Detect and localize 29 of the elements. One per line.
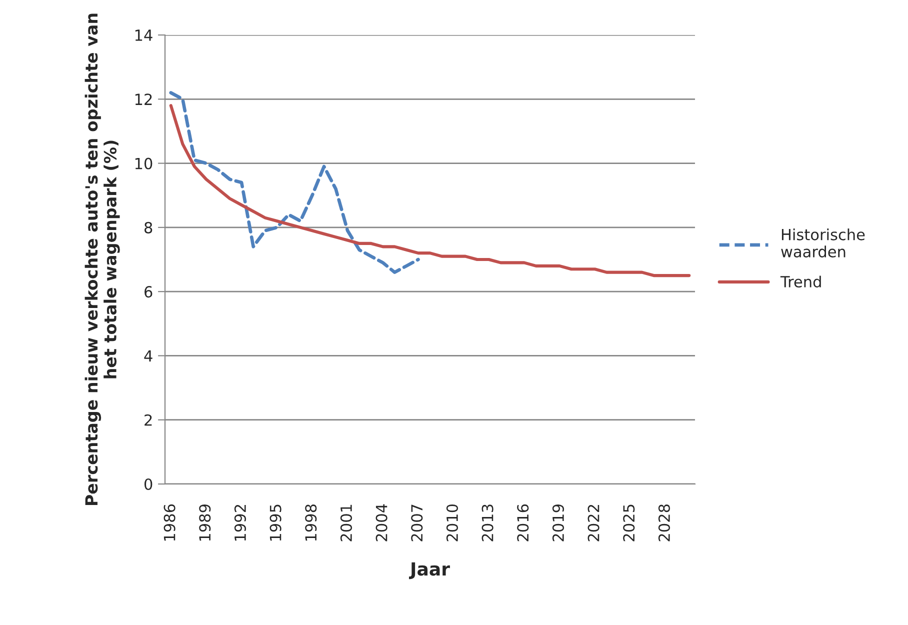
x-tick-label: 2016 — [517, 504, 529, 542]
x-tick-label: 2025 — [623, 504, 635, 542]
x-tick-label: 2013 — [482, 504, 494, 542]
y-tick-label: 6 — [144, 286, 152, 298]
x-tick-label: 1995 — [270, 504, 282, 541]
y-tick-label: 14 — [135, 30, 152, 41]
legend-label: Trend — [780, 276, 821, 288]
y-tick-label: 2 — [144, 414, 152, 426]
x-tick-label: 2022 — [588, 504, 600, 542]
y-tick-label: 12 — [135, 94, 152, 105]
x-tick-label: 1998 — [305, 504, 317, 541]
legend-label: Historische waarden — [781, 228, 865, 258]
y-tick-label: 10 — [135, 158, 152, 170]
x-tick-label: 2004 — [376, 504, 388, 542]
y-tick-label: 8 — [144, 222, 152, 234]
line-series — [169, 91, 420, 274]
line-series — [169, 104, 691, 278]
x-tick-label: 1989 — [199, 504, 211, 541]
x-axis-title: Jaar — [408, 562, 450, 580]
x-tick-label: 2028 — [658, 504, 670, 542]
x-tick-label: 2010 — [446, 504, 458, 542]
y-tick-label: 0 — [144, 478, 152, 490]
x-tick-label: 2007 — [411, 504, 423, 542]
y-axis-title: Percentage nieuw verkochte auto's ten opzichte van het totale wagenpark (%) — [84, 14, 120, 506]
x-tick-label: 2001 — [340, 504, 352, 542]
y-tick-label: 4 — [144, 350, 152, 362]
x-tick-label: 1986 — [164, 504, 176, 541]
x-tick-label: 1992 — [234, 504, 246, 541]
x-tick-label: 2019 — [552, 504, 564, 542]
